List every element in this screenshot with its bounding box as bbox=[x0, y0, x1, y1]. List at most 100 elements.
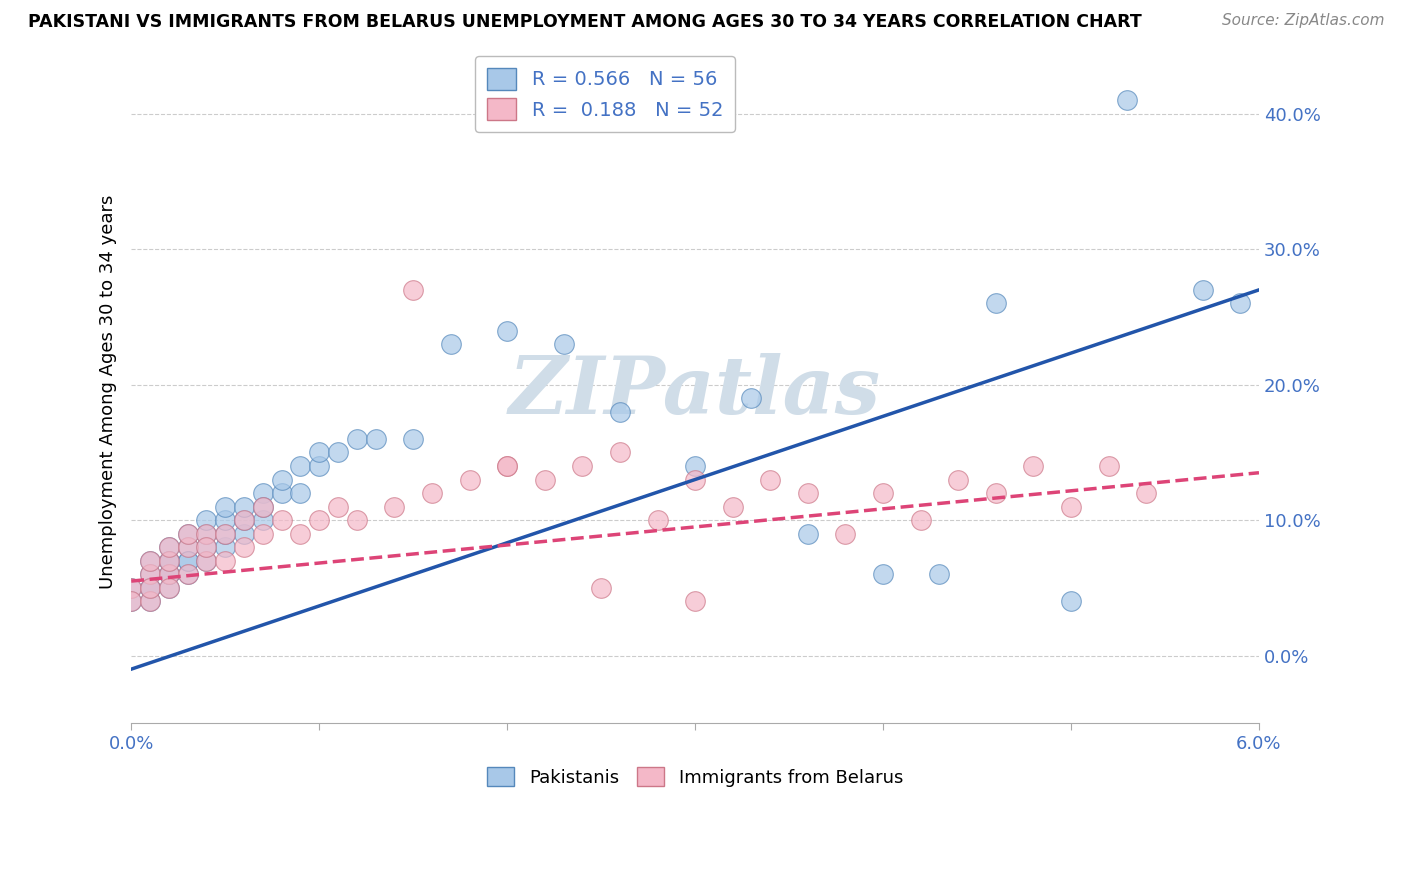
Point bbox=[440, 337, 463, 351]
Point bbox=[740, 391, 762, 405]
Point bbox=[984, 486, 1007, 500]
Point bbox=[683, 594, 706, 608]
Y-axis label: Unemployment Among Ages 30 to 34 years: Unemployment Among Ages 30 to 34 years bbox=[100, 194, 117, 589]
Point bbox=[195, 526, 218, 541]
Point bbox=[139, 567, 162, 582]
Point bbox=[233, 513, 256, 527]
Text: ZIPatlas: ZIPatlas bbox=[509, 352, 882, 430]
Point bbox=[195, 554, 218, 568]
Point bbox=[609, 445, 631, 459]
Point bbox=[157, 540, 180, 554]
Point bbox=[176, 540, 198, 554]
Point bbox=[176, 554, 198, 568]
Point bbox=[214, 526, 236, 541]
Point bbox=[139, 581, 162, 595]
Point bbox=[214, 540, 236, 554]
Point bbox=[1022, 458, 1045, 473]
Point bbox=[1097, 458, 1119, 473]
Point bbox=[120, 581, 142, 595]
Point bbox=[214, 554, 236, 568]
Point bbox=[1229, 296, 1251, 310]
Point bbox=[176, 526, 198, 541]
Point bbox=[176, 540, 198, 554]
Point bbox=[382, 500, 405, 514]
Point bbox=[157, 581, 180, 595]
Point bbox=[402, 283, 425, 297]
Point bbox=[308, 513, 330, 527]
Point bbox=[195, 540, 218, 554]
Point bbox=[195, 513, 218, 527]
Point bbox=[139, 567, 162, 582]
Point bbox=[609, 405, 631, 419]
Point bbox=[233, 540, 256, 554]
Point bbox=[139, 554, 162, 568]
Point bbox=[591, 581, 613, 595]
Point bbox=[647, 513, 669, 527]
Point bbox=[157, 567, 180, 582]
Point bbox=[252, 513, 274, 527]
Text: PAKISTANI VS IMMIGRANTS FROM BELARUS UNEMPLOYMENT AMONG AGES 30 TO 34 YEARS CORR: PAKISTANI VS IMMIGRANTS FROM BELARUS UNE… bbox=[28, 13, 1142, 31]
Point bbox=[721, 500, 744, 514]
Point bbox=[139, 554, 162, 568]
Point bbox=[195, 554, 218, 568]
Point bbox=[683, 473, 706, 487]
Point bbox=[308, 458, 330, 473]
Point bbox=[157, 540, 180, 554]
Point bbox=[176, 567, 198, 582]
Point bbox=[948, 473, 970, 487]
Point bbox=[270, 486, 292, 500]
Point bbox=[290, 526, 312, 541]
Point bbox=[984, 296, 1007, 310]
Legend: Pakistanis, Immigrants from Belarus: Pakistanis, Immigrants from Belarus bbox=[479, 760, 910, 794]
Point bbox=[139, 594, 162, 608]
Point bbox=[252, 486, 274, 500]
Point bbox=[252, 500, 274, 514]
Point bbox=[214, 526, 236, 541]
Point bbox=[402, 432, 425, 446]
Point bbox=[346, 432, 368, 446]
Point bbox=[458, 473, 481, 487]
Text: Source: ZipAtlas.com: Source: ZipAtlas.com bbox=[1222, 13, 1385, 29]
Point bbox=[139, 594, 162, 608]
Point bbox=[139, 581, 162, 595]
Point bbox=[252, 500, 274, 514]
Point bbox=[157, 554, 180, 568]
Point bbox=[157, 567, 180, 582]
Point bbox=[252, 526, 274, 541]
Point bbox=[872, 567, 894, 582]
Point bbox=[176, 567, 198, 582]
Point bbox=[759, 473, 782, 487]
Point bbox=[872, 486, 894, 500]
Point bbox=[176, 554, 198, 568]
Point bbox=[910, 513, 932, 527]
Point bbox=[120, 581, 142, 595]
Point bbox=[195, 526, 218, 541]
Point bbox=[1060, 594, 1083, 608]
Point bbox=[214, 500, 236, 514]
Point bbox=[1135, 486, 1157, 500]
Point bbox=[420, 486, 443, 500]
Point bbox=[1060, 500, 1083, 514]
Point bbox=[553, 337, 575, 351]
Point bbox=[233, 526, 256, 541]
Point bbox=[346, 513, 368, 527]
Point bbox=[496, 324, 519, 338]
Point bbox=[533, 473, 555, 487]
Point bbox=[1116, 93, 1139, 107]
Point bbox=[496, 458, 519, 473]
Point bbox=[120, 594, 142, 608]
Point bbox=[176, 526, 198, 541]
Point bbox=[797, 486, 820, 500]
Point bbox=[120, 594, 142, 608]
Point bbox=[270, 473, 292, 487]
Point bbox=[233, 513, 256, 527]
Point bbox=[834, 526, 856, 541]
Point bbox=[214, 513, 236, 527]
Point bbox=[308, 445, 330, 459]
Point bbox=[290, 458, 312, 473]
Point bbox=[157, 581, 180, 595]
Point bbox=[571, 458, 593, 473]
Point bbox=[797, 526, 820, 541]
Point bbox=[326, 445, 349, 459]
Point bbox=[195, 540, 218, 554]
